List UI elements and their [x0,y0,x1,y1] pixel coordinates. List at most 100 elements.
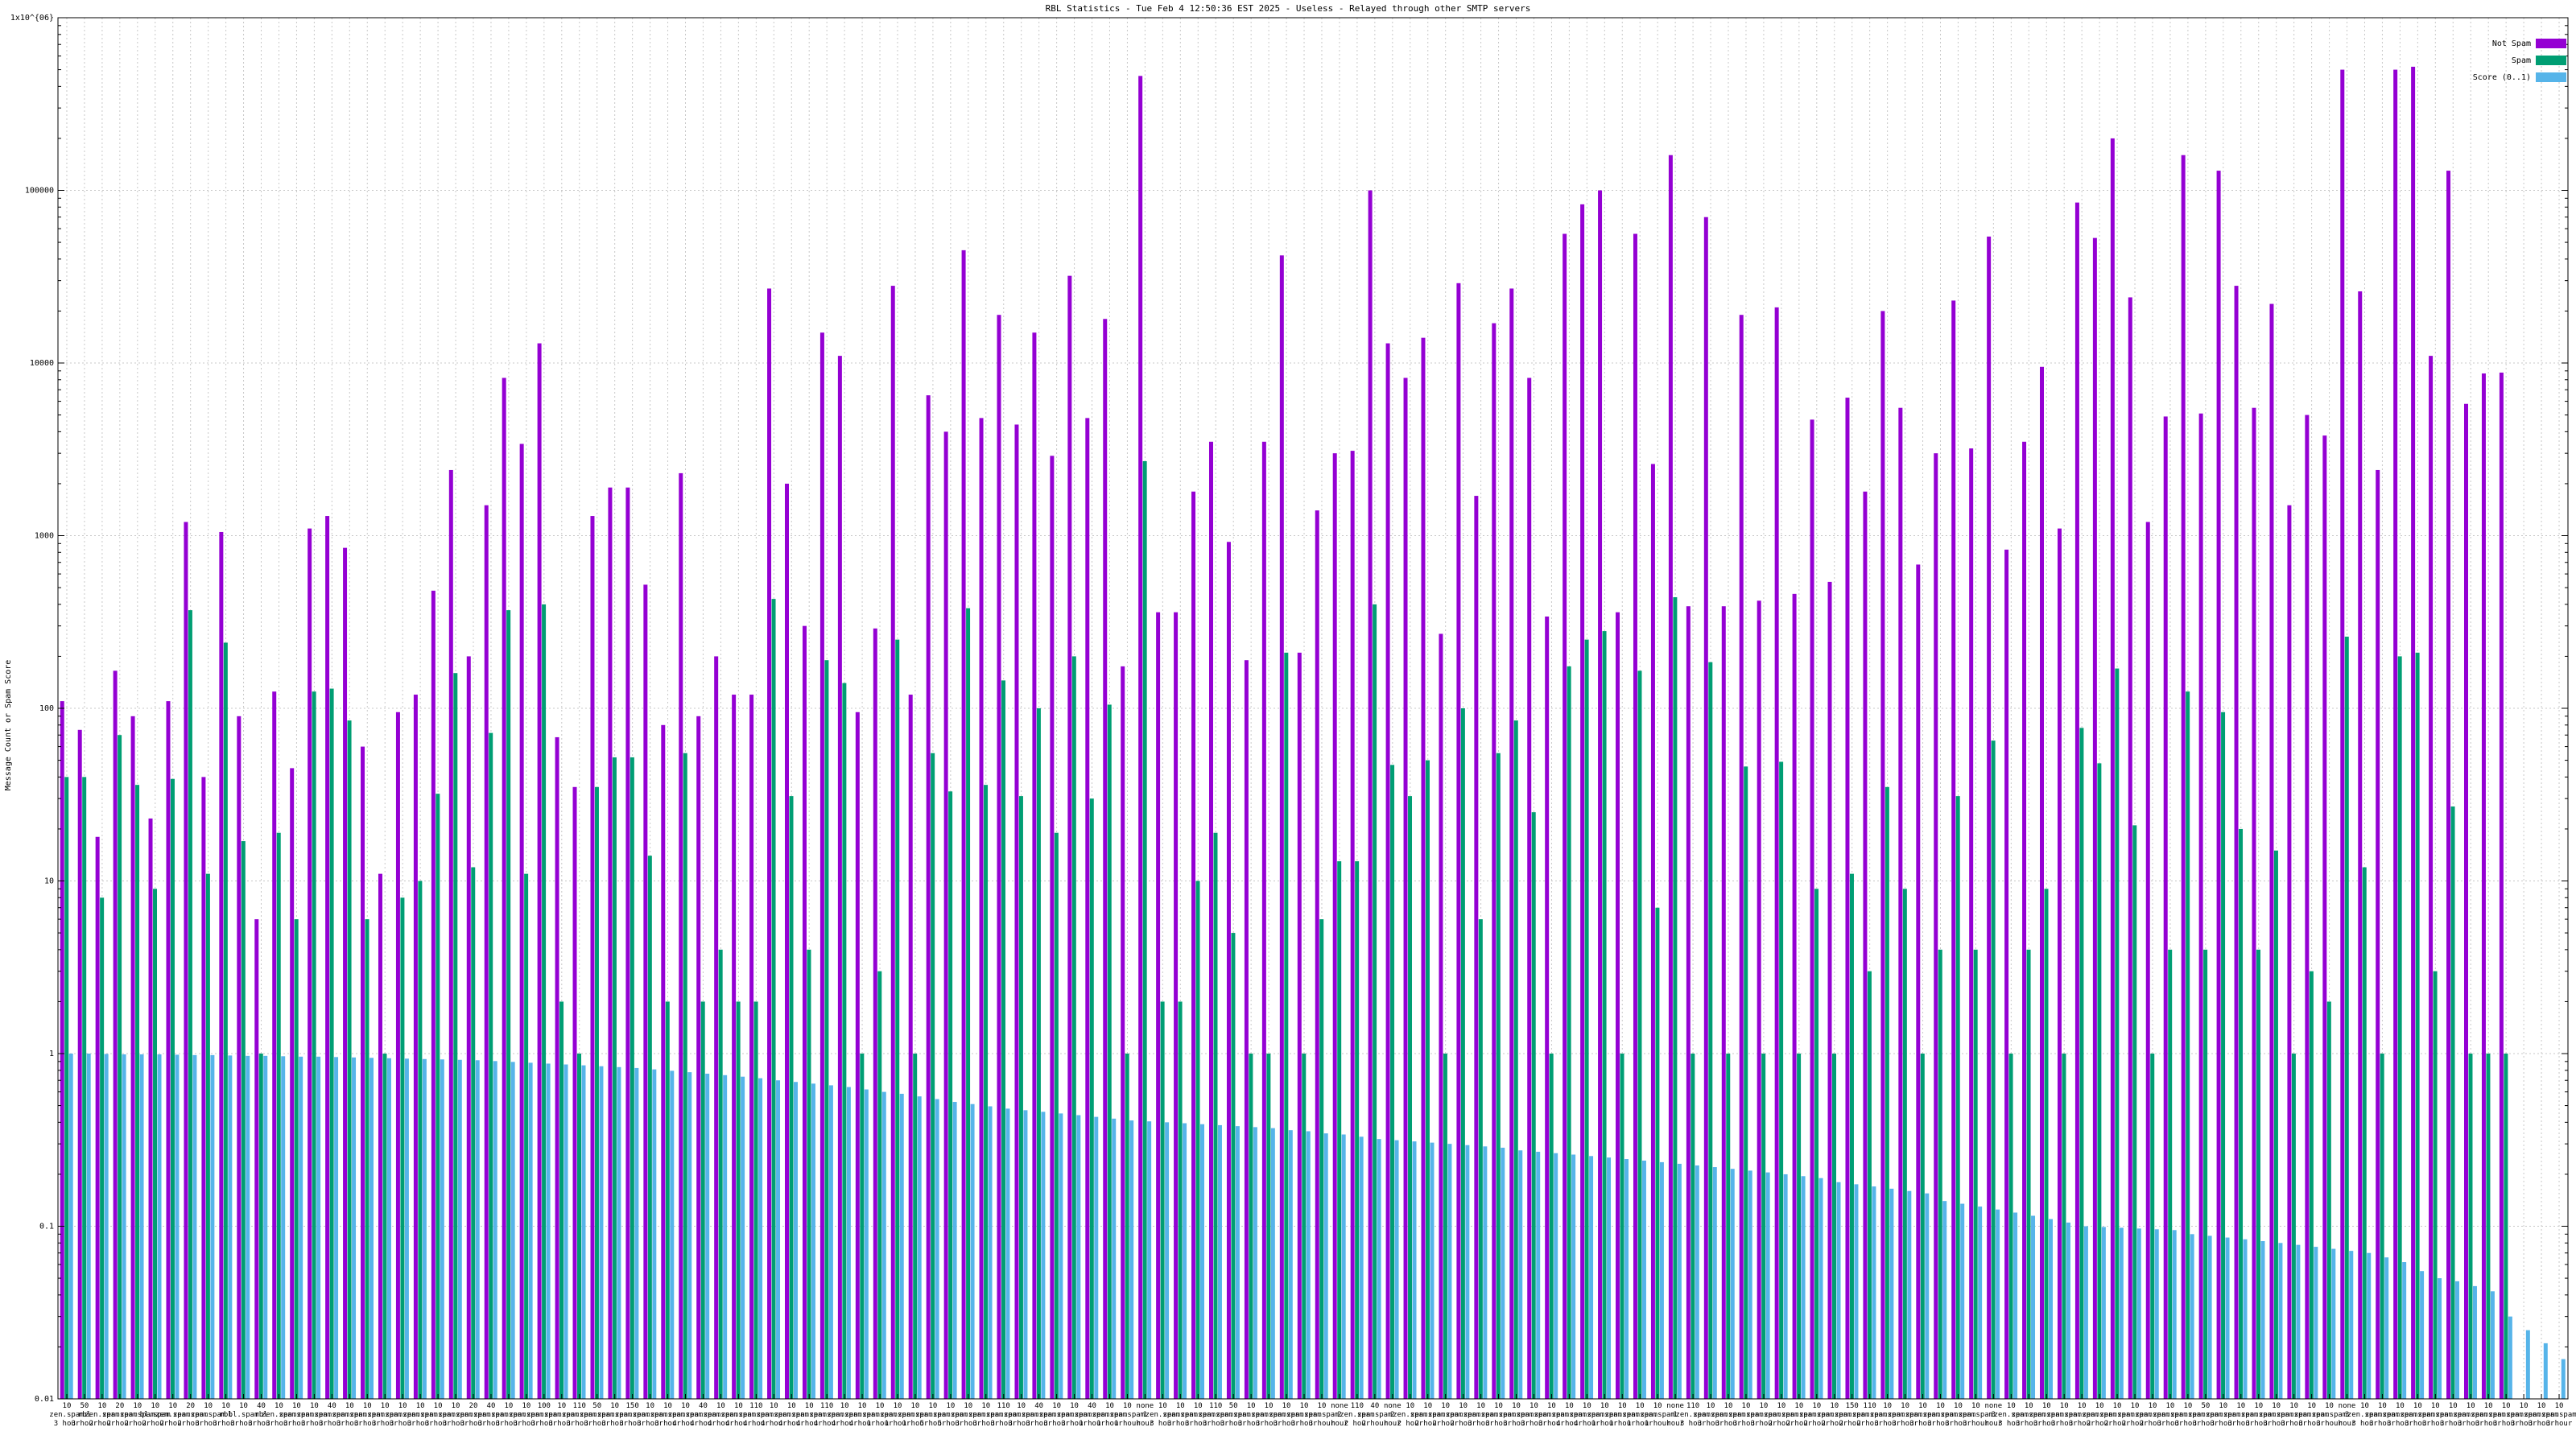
bar-score-0-1 [528,1062,533,1399]
bar-spam [2097,763,2102,1399]
x-tick-label: 10 zen.spam 3 hour [2064,1402,2099,1428]
bar-score-0-1 [1041,1112,1046,1399]
bar-not-spam [2181,155,2186,1399]
x-tick-label: 10 zen.spam 3 hour [1146,1402,1180,1428]
x-tick-label: 40 zen.spam 2 hour [1357,1402,1392,1428]
bar-not-spam [1085,418,1090,1399]
bar-spam [895,639,900,1399]
bar-score-0-1 [192,1054,197,1399]
bar-score-0-1 [1889,1188,1894,1399]
bar-not-spam [2481,373,2486,1399]
x-tick-label: 10 zen.spam 4 hour [1552,1402,1587,1428]
x-tick-label: 10 zen.spam 5 hour [915,1402,950,1428]
bar-not-spam [1633,233,1637,1399]
x-tick-label: 10 zen.spam 3 hour [2312,1402,2347,1428]
x-tick-label: 150 zen.spam 3 hour [615,1402,650,1428]
bar-spam [1160,1001,1165,1399]
x-tick-label: 10 zen.spam 2 hour [2135,1402,2169,1428]
bar-not-spam [714,656,719,1399]
x-tick-label: 10 zen.spam 3 hour [1181,1402,1216,1428]
bar-score-0-1 [1394,1140,1399,1399]
bar-score-0-1 [1659,1161,1664,1399]
bar-not-spam [1385,343,1390,1400]
bar-spam [1885,786,1889,1399]
bar-not-spam [1014,424,1019,1399]
x-tick-label: 10 zen.spam 3 hour [2524,1402,2558,1428]
x-tick-label: 10 zen.spam 1 hour [880,1402,914,1428]
y-tick-label: 0.1 [39,1223,54,1231]
bar-spam [1089,798,1094,1399]
bar-spam [1902,889,1907,1399]
bar-score-0-1 [404,1058,409,1399]
bar-not-spam [1439,633,1443,1399]
bar-spam [1849,873,1854,1399]
bar-not-spam [343,547,348,1399]
x-tick-label: 40 zen.spam 3 hour [1022,1402,1056,1428]
x-tick-label: 10 zen.spam 4 hour [844,1402,879,1428]
bar-score-0-1 [1270,1128,1275,1399]
bar-spam [2504,1054,2508,1399]
bar-spam [1655,907,1660,1399]
bar-spam [1302,1054,1307,1399]
bar-not-spam [2004,549,2009,1400]
plot-frame [57,17,2569,1400]
bar-score-0-1 [1925,1193,1930,1399]
bar-not-spam [1863,491,1868,1399]
bar-score-0-1 [793,1082,798,1399]
bar-spam [1054,832,1059,1399]
x-tick-label: 40 zen.spam 3 hour [473,1402,508,1428]
bar-score-0-1 [1288,1130,1293,1399]
bar-spam [700,1001,705,1399]
bar-score-0-1 [1129,1120,1134,1399]
bar-not-spam [926,395,931,1399]
bar-not-spam [519,443,524,1399]
bar-score-0-1 [2172,1230,2177,1399]
bar-not-spam [2446,171,2451,1399]
bar-score-0-1 [988,1106,993,1399]
bar-spam [418,881,423,1399]
bar-not-spam [1421,337,1426,1400]
x-tick-label: 10 zen.spam 2 hour [1764,1402,1798,1428]
legend-label: Score (0..1) [2473,73,2531,82]
bar-not-spam [1332,453,1337,1399]
bar-spam [135,785,140,1399]
bar-score-0-1 [2101,1227,2106,1399]
bar-not-spam [2216,171,2221,1399]
bar-score-0-1 [104,1054,109,1399]
x-tick-label: 10 zen.spam 3 hour [191,1402,225,1428]
bar-spam [984,785,989,1399]
bar-not-spam [1969,448,1974,1400]
bar-score-0-1 [281,1056,286,1399]
bar-spam [1814,889,1819,1399]
bar-score-0-1 [599,1066,604,1399]
bar-not-spam [1103,319,1108,1400]
bar-spam [2062,1054,2066,1399]
bar-score-0-1 [1872,1186,1876,1399]
bar-not-spam [537,343,542,1400]
bar-score-0-1 [1005,1108,1010,1399]
x-tick-label: 10 zen.spam 3 hour [350,1402,385,1428]
bar-score-0-1 [68,1054,73,1399]
legend-label: Not Spam [2492,39,2531,48]
bar-score-0-1 [776,1080,781,1399]
x-tick-label: 10 zen.spam 2 hour [1410,1402,1445,1428]
bar-score-0-1 [2154,1229,2159,1399]
bar-not-spam [1721,606,1726,1399]
bar-score-0-1 [1801,1176,1806,1399]
x-tick-label: 10 zen.spam 3 hour [1746,1402,1781,1428]
bar-score-0-1 [935,1099,939,1399]
bar-spam [82,777,87,1399]
bar-score-0-1 [1589,1156,1594,1399]
bar-score-0-1 [422,1058,427,1399]
x-tick-label: 10 zen.spam 3 hour [1057,1402,1092,1428]
bar-score-0-1 [2561,1359,2566,1399]
bar-score-0-1 [1783,1174,1788,1399]
bar-score-0-1 [2225,1237,2230,1399]
bar-spam [489,732,493,1399]
x-tick-label: 10 zen.spam 3 hour [951,1402,985,1428]
bar-score-0-1 [2119,1227,2124,1399]
x-tick-label: 10 zen.spam 3 hour [49,1402,84,1428]
bar-not-spam [1880,311,1885,1399]
x-tick-label: 10 zen.spam 1 hour [1092,1402,1127,1428]
